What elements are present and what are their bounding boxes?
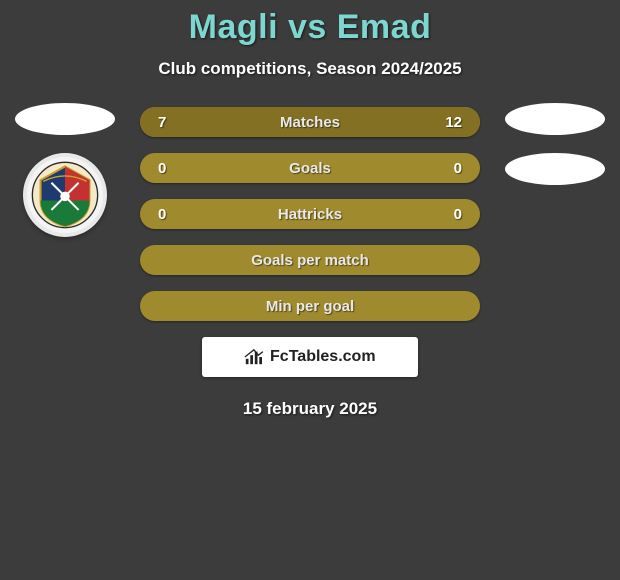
bar-row-goals: 0 Goals 0 bbox=[140, 153, 480, 183]
brand-box[interactable]: FcTables.com bbox=[202, 337, 418, 377]
bar-row-min-per-goal: Min per goal bbox=[140, 291, 480, 321]
left-club-badge bbox=[23, 153, 107, 237]
comparison-subtitle: Club competitions, Season 2024/2025 bbox=[0, 59, 620, 79]
bar-right-value: 0 bbox=[454, 153, 462, 183]
bar-row-goals-per-match: Goals per match bbox=[140, 245, 480, 275]
bar-label: Goals bbox=[140, 153, 480, 183]
comparison-content: 7 Matches 12 0 Goals 0 0 Hattricks 0 bbox=[0, 107, 620, 419]
bar-label: Hattricks bbox=[140, 199, 480, 229]
right-player-column bbox=[500, 103, 610, 203]
bar-label: Min per goal bbox=[140, 291, 480, 321]
bar-right-value: 12 bbox=[445, 107, 462, 137]
left-player-column bbox=[10, 103, 120, 237]
bar-chart-icon bbox=[244, 348, 266, 366]
bar-row-matches: 7 Matches 12 bbox=[140, 107, 480, 137]
brand-text: FcTables.com bbox=[270, 348, 376, 366]
right-club-badge-placeholder bbox=[505, 153, 605, 185]
comparison-date: 15 february 2025 bbox=[0, 399, 620, 419]
left-player-avatar-placeholder bbox=[15, 103, 115, 135]
bar-label: Matches bbox=[140, 107, 480, 137]
bar-label: Goals per match bbox=[140, 245, 480, 275]
comparison-title: Magli vs Emad bbox=[0, 0, 620, 47]
bar-row-hattricks: 0 Hattricks 0 bbox=[140, 199, 480, 229]
right-player-avatar-placeholder bbox=[505, 103, 605, 135]
comparison-bars: 7 Matches 12 0 Goals 0 0 Hattricks 0 bbox=[140, 107, 480, 321]
bar-right-value: 0 bbox=[454, 199, 462, 229]
club-crest-icon bbox=[31, 161, 99, 229]
